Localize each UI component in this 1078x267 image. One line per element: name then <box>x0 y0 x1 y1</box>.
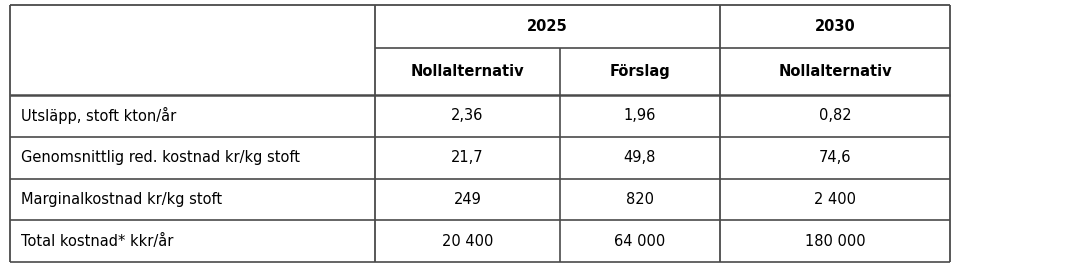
Text: 74,6: 74,6 <box>819 150 852 165</box>
Text: Förslag: Förslag <box>610 64 671 79</box>
Text: 20 400: 20 400 <box>442 234 494 249</box>
Text: 820: 820 <box>626 192 654 207</box>
Text: Utsläpp, stoft kton/år: Utsläpp, stoft kton/år <box>20 107 176 124</box>
Text: Nollalternativ: Nollalternativ <box>778 64 892 79</box>
Text: 1,96: 1,96 <box>624 108 657 123</box>
Text: 2030: 2030 <box>815 19 855 34</box>
Text: 2,36: 2,36 <box>452 108 484 123</box>
Text: Nollalternativ: Nollalternativ <box>411 64 524 79</box>
Text: Total kostnad* kkr/år: Total kostnad* kkr/år <box>20 234 174 249</box>
Text: 0,82: 0,82 <box>818 108 852 123</box>
Text: 249: 249 <box>454 192 482 207</box>
Text: 21,7: 21,7 <box>452 150 484 165</box>
Text: Marginalkostnad kr/kg stoft: Marginalkostnad kr/kg stoft <box>20 192 222 207</box>
Text: 2025: 2025 <box>527 19 568 34</box>
Text: Genomsnittlig red. kostnad kr/kg stoft: Genomsnittlig red. kostnad kr/kg stoft <box>20 150 300 165</box>
Text: 64 000: 64 000 <box>614 234 665 249</box>
Text: 180 000: 180 000 <box>804 234 866 249</box>
Text: 2 400: 2 400 <box>814 192 856 207</box>
Text: 49,8: 49,8 <box>624 150 657 165</box>
